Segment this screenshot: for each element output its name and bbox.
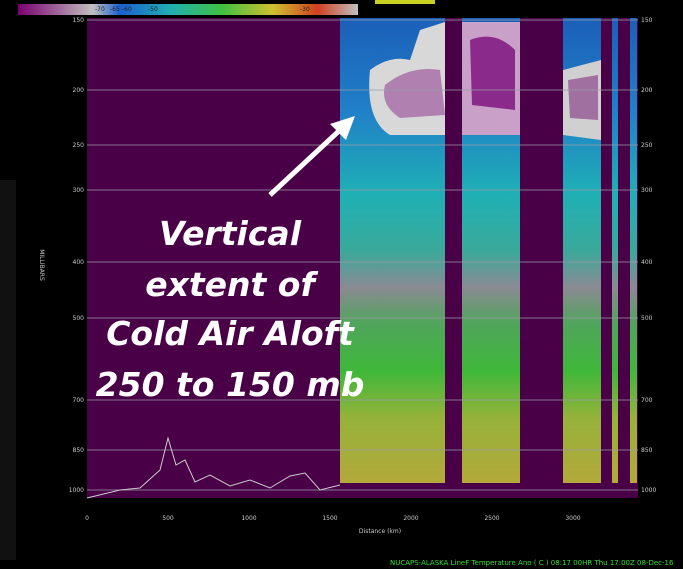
y-tick-label-right: 700 (641, 397, 653, 404)
annotation-line: Cold Air Aloft (106, 314, 355, 353)
annotation-line: Vertical (159, 214, 302, 253)
side-panel (0, 180, 16, 560)
x-tick-label: 0 (85, 515, 89, 522)
map-strip (375, 0, 435, 4)
y-tick-label: 300 (73, 187, 85, 194)
x-tick-label: 500 (162, 515, 174, 522)
y-axis-title: MILLIBARS (38, 249, 45, 281)
y-tick-label-right: 500 (641, 315, 653, 322)
y-tick-label: 700 (73, 397, 85, 404)
colorbar-label: -65 (110, 6, 120, 13)
colorbar-label: -70 (95, 6, 105, 13)
y-tick-label: 500 (73, 315, 85, 322)
y-tick-label-right: 250 (641, 142, 653, 149)
x-tick-label: 2500 (484, 515, 499, 522)
screenshot: -70 -65-60 -50 -30 150 150 200 200 250 250 300 300… (0, 0, 683, 569)
y-tick-label: 1000 (69, 487, 84, 494)
colorbar-label: -30 (300, 6, 310, 13)
y-tick-label: 150 (73, 17, 85, 24)
annotation-line: extent of (145, 265, 318, 304)
footer: NUCAPS-ALASKA LineF Temperature Ano ( C … (390, 559, 674, 567)
annotation-line: 250 to 150 mb (96, 365, 365, 404)
y-tick-label: 400 (73, 259, 85, 266)
y-tick-label: 250 (73, 142, 85, 149)
colorbar-label: -60 (122, 6, 132, 13)
x-tick-label: 3000 (565, 515, 580, 522)
x-tick-label: 2000 (403, 515, 418, 522)
y-tick-label: 850 (73, 447, 85, 454)
y-tick-label-right: 1000 (641, 487, 656, 494)
colorbar-label: -50 (148, 6, 158, 13)
x-tick-label: 1500 (322, 515, 337, 522)
y-tick-label-right: 850 (641, 447, 653, 454)
data-columns (340, 18, 637, 483)
x-axis-title: Distance (km) (359, 528, 401, 535)
y-tick-label-right: 150 (641, 17, 653, 24)
y-tick-label-right: 200 (641, 87, 653, 94)
y-tick-label: 200 (73, 87, 85, 94)
x-tick-label: 1000 (241, 515, 256, 522)
y-tick-label-right: 400 (641, 259, 653, 266)
y-tick-label-right: 300 (641, 187, 653, 194)
